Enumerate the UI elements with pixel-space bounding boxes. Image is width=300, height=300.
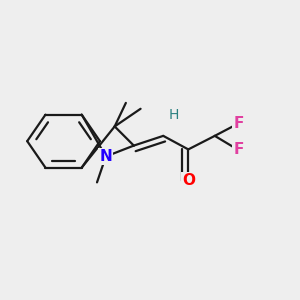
- Text: F: F: [233, 142, 244, 158]
- Text: F: F: [233, 116, 244, 131]
- Text: N: N: [100, 149, 112, 164]
- Text: O: O: [182, 173, 195, 188]
- Text: H: H: [168, 108, 179, 122]
